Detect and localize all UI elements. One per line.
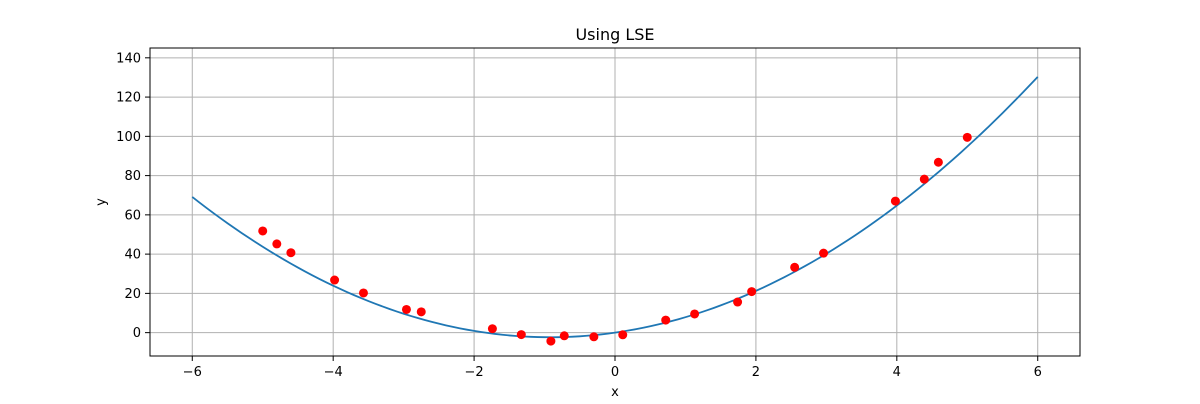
y-tick-label: 80	[124, 169, 141, 184]
data-point	[272, 239, 282, 249]
x-tick-label: −2	[465, 365, 484, 380]
y-tick-label: 20	[124, 287, 141, 302]
data-point	[401, 304, 411, 314]
data-point	[790, 262, 800, 272]
y-tick-label: 100	[116, 130, 141, 145]
data-point	[661, 315, 671, 325]
data-point	[330, 275, 340, 285]
y-axis-label: y	[94, 198, 109, 206]
y-tick-label: 40	[124, 248, 141, 263]
grid-lines	[150, 48, 1080, 356]
y-tick-label: 0	[133, 326, 141, 341]
data-point	[747, 287, 757, 297]
data-point	[589, 332, 599, 342]
data-point	[416, 307, 426, 317]
y-tick-label: 140	[116, 51, 141, 66]
data-point	[890, 196, 900, 206]
x-tick-label: 4	[893, 365, 901, 380]
data-point	[546, 336, 556, 346]
x-tick-label: 6	[1034, 365, 1042, 380]
data-point	[819, 248, 829, 258]
data-point	[358, 288, 368, 298]
plot-frame	[149, 47, 1081, 357]
data-point	[487, 324, 497, 334]
data-point	[258, 226, 268, 236]
data-point	[516, 330, 526, 340]
y-tick-label: 120	[116, 91, 141, 106]
data-point	[962, 132, 972, 142]
y-tick-label: 60	[124, 208, 141, 223]
x-tick-label: 2	[752, 365, 760, 380]
chart-title: Using LSE	[575, 25, 654, 44]
data-point	[919, 174, 929, 184]
x-tick-label: −6	[183, 365, 202, 380]
fit-curve	[191, 76, 1039, 339]
x-tick-label: 0	[611, 365, 619, 380]
data-point	[286, 248, 296, 258]
plot-series	[191, 76, 1039, 346]
data-point	[933, 157, 943, 167]
data-point	[618, 330, 628, 340]
x-axis-label: x	[611, 385, 619, 400]
data-point	[690, 309, 700, 319]
x-tick-label: −4	[324, 365, 343, 380]
data-point	[559, 331, 569, 341]
data-point	[733, 297, 743, 307]
